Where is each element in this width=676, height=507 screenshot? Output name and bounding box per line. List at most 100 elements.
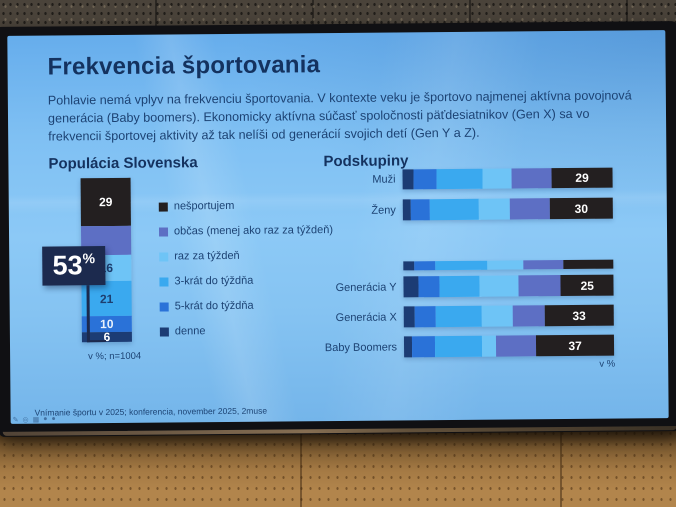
legend-swatch-icon	[159, 251, 169, 262]
bar-segment-5-kr-t-do-t-d-a	[414, 306, 436, 328]
bar-segment-denne	[403, 336, 413, 358]
subgroup-stacked-bar: 25	[403, 274, 614, 298]
callout-bracket-vertical	[86, 285, 90, 343]
bar-segment-ne-portujem: 25	[560, 274, 614, 297]
bar-segment-ob-as-menej-ako-raz-za-t-de	[509, 198, 550, 220]
magnifier-icon: ◎	[22, 416, 29, 424]
legend-swatch-icon	[158, 226, 169, 237]
callout-unit: %	[82, 250, 96, 267]
legend-label: denne	[174, 325, 206, 338]
bar-segment-raz-za-t-de	[481, 305, 514, 327]
legend-swatch-icon	[158, 201, 168, 212]
bar-segment-5-kr-t-do-t-d-a	[418, 276, 440, 298]
subgroup-stacked-bar: 30	[402, 197, 613, 221]
right-chart-note: v %	[599, 358, 616, 370]
tv-bezel: Frekvencia športovania Pohlavie nemá vpl…	[0, 21, 676, 437]
bar-segment-ob-as-menej-ako-raz-za-t-de	[496, 335, 537, 357]
wall-bottom-texture	[0, 428, 676, 507]
bar-segment-denne	[403, 306, 415, 328]
slide-title: Frekvencia športovania	[47, 51, 321, 81]
bar-segment-raz-za-t-de	[478, 198, 511, 220]
bar-segment-5-kr-t-do-t-d-a	[411, 199, 431, 221]
subgroup-stacked-bar: 33	[403, 304, 614, 328]
segment-value-label: 10	[100, 316, 114, 332]
pen-icon: ✎	[12, 416, 19, 424]
bar-segment-ob-as-menej-ako-raz-za-t-de	[518, 275, 562, 297]
legend-item-raz-za-t-de: raz za týždeň	[159, 249, 333, 263]
subgroup-label: Ženy	[371, 203, 396, 217]
bar-segment-raz-za-t-de	[478, 275, 520, 297]
bar-segment-ob-as-menej-ako-raz-za-t-de	[522, 260, 563, 270]
left-chart-title: Populácia Slovenska	[48, 154, 198, 173]
subgroup-stacked-bar: 37	[403, 334, 615, 358]
slides-panel-icon: ▦	[32, 416, 40, 424]
subgroup-row-gener-cia-y: Generácia Y 25	[311, 274, 614, 299]
segment-value-label: 37	[568, 338, 582, 353]
legend-label: 5-krát do týždňa	[174, 299, 254, 313]
legend-label: raz za týždeň	[174, 249, 240, 263]
bar-segment-ob-as-menej-ako-raz-za-t-de	[512, 305, 545, 327]
bar-segment-ne-portujem	[562, 259, 614, 270]
bar-segment-ob-as-menej-ako-raz-za-t-de	[511, 168, 552, 189]
callout-value: 53	[52, 250, 83, 281]
bar-segment-3-kr-t-do-t-d-a	[439, 275, 480, 298]
dot-icon: ●	[51, 415, 56, 423]
bar-segment-denne	[403, 276, 419, 298]
bar-segment-ne-portujem: 33	[544, 304, 614, 327]
subgroup-label: Generácia Y	[335, 280, 397, 294]
subgroup-label: Muži	[372, 173, 396, 186]
subgroup-stacked-bar: 29	[402, 167, 613, 190]
subgroup-row-mu-i: Muži 29	[310, 167, 613, 191]
subgroup-label: Generácia X	[335, 310, 397, 324]
subgroup-row-unlabeled	[311, 259, 614, 272]
legend-swatch-icon	[159, 301, 169, 312]
frequency-legend: nešportujem občas (menej ako raz za týžde…	[158, 199, 334, 338]
bar-segment-ne-portujem: 30	[549, 197, 613, 220]
bar-segment-ne-portujem: 29	[80, 177, 131, 226]
bar-segment-5-kr-t-do-t-d-a	[413, 261, 435, 271]
subgroup-row-gener-cia-x: Generácia X 33	[312, 304, 614, 329]
bar-segment-denne	[403, 261, 414, 271]
subgroup-row-eny: Ženy 30	[311, 197, 613, 222]
bar-segment-5-kr-t-do-t-d-a	[412, 336, 436, 358]
segment-value-label: 29	[575, 170, 589, 185]
legend-item-ob-as-menej-ako-raz-za-t-de: občas (menej ako raz za týždeň)	[158, 224, 334, 238]
legend-swatch-icon	[159, 326, 169, 337]
bar-segment-raz-za-t-de	[487, 260, 524, 270]
legend-label: občas (menej ako raz za týždeň)	[173, 224, 334, 238]
presenter-toolbar: ✎ ◎ ▦ ● ●	[13, 415, 56, 423]
bar-segment-ne-portujem: 37	[536, 334, 615, 357]
segment-value-label: 21	[99, 291, 114, 306]
bar-segment-denne	[402, 169, 414, 190]
legend-item-ne-portujem: nešportujem	[158, 199, 333, 213]
legend-label: nešportujem	[173, 199, 235, 213]
legend-item-3-kr-t-do-t-d-a: 3-krát do týždňa	[159, 274, 333, 288]
bar-segment-3-kr-t-do-t-d-a	[434, 260, 488, 271]
left-chart-note: v %; n=1004	[88, 350, 142, 363]
legend-swatch-icon	[159, 276, 169, 287]
segment-value-label: 29	[99, 194, 113, 209]
subgroup-label: Baby Boomers	[324, 340, 398, 354]
segment-value-label: 30	[574, 201, 589, 216]
dot-icon: ●	[43, 415, 48, 423]
subgroup-stacked-bar	[403, 259, 614, 271]
bar-segment-3-kr-t-do-t-d-a	[430, 198, 479, 221]
bar-segment-denne	[402, 199, 412, 221]
subgroup-row-baby-boomers: Baby Boomers 37	[312, 334, 615, 359]
bar-segment-3-kr-t-do-t-d-a	[435, 335, 482, 358]
legend-label: 3-krát do týždňa	[174, 274, 254, 288]
tv-screen: Frekvencia športovania Pohlavie nemá vpl…	[7, 30, 669, 424]
callout-53-percent: 53%	[42, 246, 106, 286]
bar-segment-raz-za-t-de	[481, 335, 497, 357]
subgroup-label	[311, 266, 403, 267]
presentation-slide: Frekvencia športovania Pohlavie nemá vpl…	[7, 30, 668, 424]
legend-item-5-kr-t-do-t-d-a: 5-krát do týždňa	[159, 299, 334, 313]
bar-segment-3-kr-t-do-t-d-a	[436, 168, 483, 190]
slide-footer-source: Vnímanie športu v 2025; konferencia, nov…	[34, 405, 268, 418]
bar-segment-raz-za-t-de	[482, 168, 512, 189]
segment-value-label: 25	[580, 278, 594, 293]
bar-segment-5-kr-t-do-t-d-a	[412, 169, 437, 190]
bar-segment-3-kr-t-do-t-d-a	[435, 305, 482, 328]
callout-bracket-horizontal	[86, 339, 106, 343]
legend-item-denne: denne	[159, 324, 334, 338]
